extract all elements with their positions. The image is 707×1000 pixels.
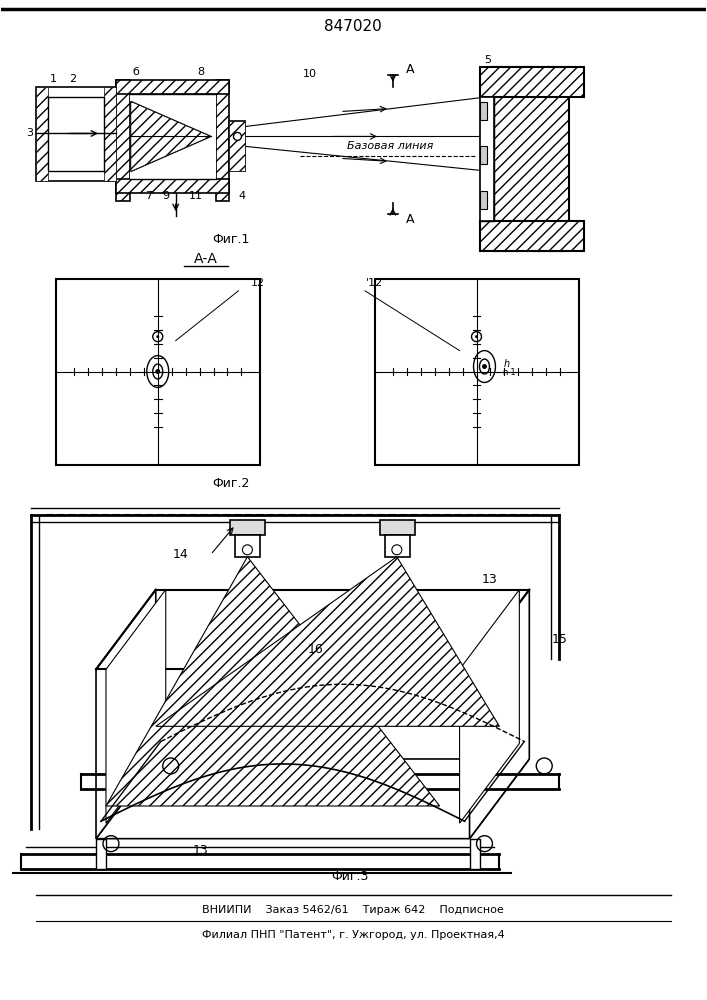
Text: 1: 1 <box>49 74 57 84</box>
Text: 13: 13 <box>481 573 497 586</box>
Text: А: А <box>406 213 414 226</box>
Bar <box>479 221 584 251</box>
Polygon shape <box>156 557 499 726</box>
Polygon shape <box>131 102 211 171</box>
Text: Филиал ПНП "Патент", г. Ужгород, ул. Проектная,4: Филиал ПНП "Патент", г. Ужгород, ул. Про… <box>201 930 504 940</box>
Text: Фиг.2: Фиг.2 <box>212 477 249 490</box>
Text: 10: 10 <box>303 69 317 79</box>
Text: б: б <box>132 67 139 77</box>
Bar <box>235 535 260 557</box>
Bar <box>385 535 410 557</box>
Text: 13: 13 <box>193 844 209 857</box>
Text: 8: 8 <box>197 67 204 77</box>
Bar <box>36 87 116 181</box>
Polygon shape <box>96 839 106 869</box>
Text: Фиг.3: Фиг.3 <box>332 870 369 883</box>
Text: 847020: 847020 <box>324 19 382 34</box>
Text: 12: 12 <box>251 278 265 288</box>
Bar <box>479 102 487 120</box>
Bar <box>375 279 579 465</box>
Bar <box>116 80 130 201</box>
Bar <box>216 80 230 201</box>
Bar <box>116 80 230 94</box>
Text: '12: '12 <box>366 278 383 288</box>
Text: 15: 15 <box>551 633 567 646</box>
Text: ВНИИПИ    Заказ 5462/61    Тираж 642    Подписное: ВНИИПИ Заказ 5462/61 Тираж 642 Подписное <box>202 905 504 915</box>
Text: 11: 11 <box>189 191 203 201</box>
Text: h: h <box>503 359 510 369</box>
Polygon shape <box>131 136 211 171</box>
Text: А: А <box>406 63 414 76</box>
Bar <box>230 121 245 171</box>
Bar <box>116 179 230 193</box>
Text: n-1: n-1 <box>503 368 516 377</box>
Bar <box>56 279 260 465</box>
Text: Фиг.1: Фиг.1 <box>212 233 249 246</box>
Bar <box>479 161 494 221</box>
Polygon shape <box>469 839 479 869</box>
Circle shape <box>475 335 478 338</box>
Bar <box>479 97 494 156</box>
Circle shape <box>233 132 242 140</box>
Bar <box>230 520 265 535</box>
Polygon shape <box>96 590 156 839</box>
Bar <box>130 94 216 179</box>
Bar <box>479 97 494 221</box>
Text: 3: 3 <box>25 128 33 138</box>
Bar <box>380 520 415 535</box>
Text: 4: 4 <box>239 191 246 201</box>
Polygon shape <box>106 557 440 806</box>
Text: А-А: А-А <box>194 252 218 266</box>
Circle shape <box>156 335 159 338</box>
Bar <box>479 191 487 209</box>
Polygon shape <box>460 590 520 823</box>
Polygon shape <box>106 590 165 823</box>
Bar <box>479 146 487 164</box>
Text: 7: 7 <box>145 191 153 201</box>
Polygon shape <box>469 590 530 839</box>
Bar <box>104 87 116 181</box>
Text: 5: 5 <box>484 55 491 65</box>
Bar <box>36 87 48 181</box>
Circle shape <box>156 369 160 374</box>
Text: 14: 14 <box>173 548 189 561</box>
Text: 9: 9 <box>162 191 169 201</box>
Bar <box>494 67 569 251</box>
Circle shape <box>482 364 487 369</box>
Polygon shape <box>96 759 530 839</box>
Text: Базовая линия: Базовая линия <box>346 141 433 151</box>
Polygon shape <box>131 102 211 136</box>
Text: 16: 16 <box>308 643 323 656</box>
Bar <box>479 67 584 97</box>
Bar <box>48 97 104 171</box>
Bar <box>230 121 245 171</box>
Text: 2: 2 <box>69 74 76 84</box>
